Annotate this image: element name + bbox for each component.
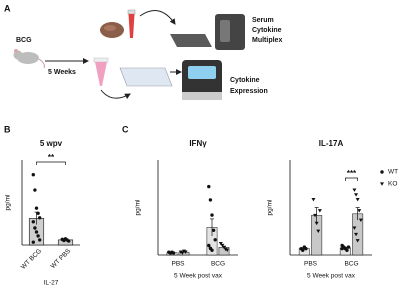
legend-label: KO [388,181,397,188]
data-point [34,230,39,234]
data-point [352,226,357,230]
serum-label: Serum [252,17,274,24]
data-point [33,226,37,230]
arrow [100,89,131,100]
data-point [180,251,185,255]
pcr-machine [182,60,222,100]
data-point [304,246,308,251]
x-tick-label: BCG [211,261,225,268]
x-tick-label: WT PBS [50,247,73,270]
data-point [311,197,316,202]
data-point [346,245,351,249]
data-point [207,243,211,248]
x-axis-label: 5 Week post vax [307,273,356,280]
data-point [218,242,223,246]
serum-label: Cytokine [252,27,282,34]
arrow [139,10,176,25]
data-point [314,221,319,226]
x-tick-label: PBS [304,261,318,268]
significance-bracket [36,161,66,165]
x-tick-label: PBS [171,261,185,268]
x-tick-label: WT BCG [20,248,43,271]
significance-label: *** [347,169,357,178]
data-point [207,184,211,189]
data-point [340,246,344,251]
data-point [354,193,359,197]
x-tick-label: BCG [344,261,358,268]
data-point [38,216,42,220]
data-point [316,229,321,234]
tray-icon [170,34,212,47]
expression-label: Cytokine [230,77,260,84]
data-point [301,248,305,252]
data-point [182,249,186,253]
expression-label: Expression [230,88,268,95]
plate-icon [119,67,173,87]
panel-label: A [4,3,11,13]
x-axis-label: 5 Week post vax [174,273,223,280]
data-point [210,248,214,252]
data-point [357,209,362,213]
serum-label: Multiplex [252,37,282,44]
significance-label: ** [48,153,55,162]
y-axis-label: pg/ml [135,199,142,215]
data-point [358,218,363,222]
data-point [220,243,225,248]
data-point [223,247,228,252]
data-point [317,209,322,213]
chart-title: IL-17A [319,139,344,148]
tube-icon [127,9,136,38]
x-axis-label: IL-27 [44,280,59,287]
tissue-icon [100,22,124,38]
legend-label: WT [388,169,398,176]
data-point [208,198,213,202]
panel-label: B [4,124,11,134]
panel-label: C [122,124,129,134]
data-point [210,213,214,217]
data-point [38,238,42,242]
data-point [178,250,183,254]
y-axis-label: pg/ml [267,199,274,215]
y-axis-label: pg/ml [5,194,12,210]
legend-marker [380,170,384,174]
data-point [225,248,230,253]
multiplex-machine [215,14,245,50]
data-point [355,197,360,202]
data-point [31,220,35,224]
data-point [345,248,349,252]
legend-marker [380,182,384,186]
data-point [313,213,318,218]
data-point [34,206,39,210]
data-point [354,232,359,237]
chart-title: 5 wpv [40,139,63,148]
pink-tube-icon [93,57,109,86]
data-point [352,188,357,192]
data-point [355,239,360,243]
start-label: BCG [16,37,32,44]
data-point [67,239,71,243]
chart-title: IFNγ [189,139,207,148]
data-point [33,188,37,192]
data-point [36,234,40,238]
data-point [31,173,35,177]
data-point [213,238,217,242]
mouse-icon [13,49,45,69]
significance-bracket [345,177,358,181]
data-point [211,228,216,232]
interval-label: 5 Weeks [48,69,76,76]
data-point [31,240,35,244]
